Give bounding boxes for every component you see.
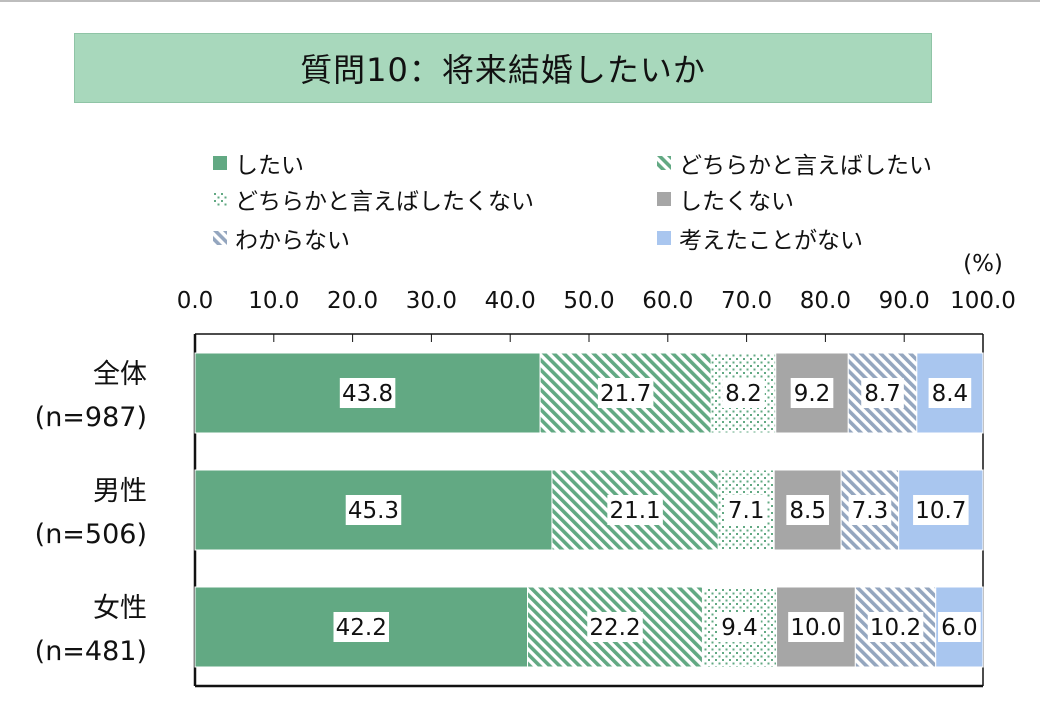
- legend-swatch: [213, 156, 227, 170]
- data-label-background: [788, 612, 844, 642]
- category-label: 男性: [93, 476, 147, 507]
- data-label: 8.2: [725, 381, 762, 407]
- x-tick-label: 90.0: [879, 288, 930, 314]
- legend-label: したくない: [679, 189, 794, 215]
- data-label: 45.3: [348, 498, 399, 524]
- x-tick-label: 10.0: [248, 288, 299, 314]
- legend-label: どちらかと言えばしたい: [679, 153, 932, 179]
- top-border-line: [0, 0, 1040, 2]
- legend-item: どちらかと言えばしたい: [657, 146, 932, 180]
- data-label-background: [724, 495, 768, 525]
- data-label: 21.7: [600, 381, 651, 407]
- legend-item: したい: [213, 146, 304, 180]
- x-tick-label: 0.0: [177, 288, 214, 314]
- chart-title: 質問10：将来結婚したいか: [300, 51, 706, 89]
- legend-swatch: [657, 231, 671, 245]
- data-label-background: [938, 612, 981, 642]
- data-label-background: [718, 612, 761, 642]
- x-tick-label: 70.0: [721, 288, 772, 314]
- data-label: 9.2: [794, 381, 831, 407]
- data-label-background: [333, 612, 390, 642]
- data-label: 21.1: [609, 498, 660, 524]
- legend-label: わからない: [235, 228, 350, 254]
- x-tick-label: 60.0: [642, 288, 693, 314]
- legend-label: 考えたことがない: [679, 228, 863, 254]
- data-label: 43.8: [342, 381, 393, 407]
- data-label: 6.0: [941, 615, 978, 641]
- data-label-background: [861, 378, 904, 408]
- legend-item: 考えたことがない: [657, 221, 863, 255]
- data-label: 9.4: [721, 615, 758, 641]
- data-label: 10.7: [915, 498, 966, 524]
- data-label: 8.5: [789, 498, 826, 524]
- x-tick-label: 20.0: [327, 288, 378, 314]
- data-label-background: [913, 495, 969, 525]
- data-label-background: [339, 378, 396, 408]
- data-label: 8.7: [864, 381, 901, 407]
- data-label-background: [848, 495, 892, 525]
- x-tick-label: 40.0: [485, 288, 536, 314]
- data-label-background: [790, 378, 834, 408]
- chart-title-banner: 質問10：将来結婚したいか: [74, 33, 932, 103]
- category-sample-size: (n=481): [35, 636, 147, 667]
- legend-swatch: [657, 192, 671, 206]
- legend-swatch: [657, 156, 671, 170]
- data-label: 7.1: [728, 498, 765, 524]
- data-label: 10.0: [790, 615, 841, 641]
- legend-swatch: [213, 192, 227, 206]
- data-label-background: [587, 612, 643, 642]
- data-label: 10.2: [870, 615, 921, 641]
- data-label: 8.4: [932, 381, 969, 407]
- category-label: 全体: [93, 359, 147, 390]
- category-label: 女性: [93, 593, 147, 624]
- data-label: 42.2: [336, 615, 387, 641]
- x-tick-label: 80.0: [800, 288, 851, 314]
- data-label-background: [786, 495, 829, 525]
- legend-label: どちらかと言えばしたくない: [235, 189, 534, 215]
- unit-label: (%): [963, 251, 1003, 277]
- data-label-background: [345, 495, 402, 525]
- legend-item: わからない: [213, 221, 350, 255]
- legend-swatch: [213, 231, 227, 245]
- data-label-background: [722, 378, 765, 408]
- x-tick-label: 50.0: [563, 288, 614, 314]
- legend-item: したくない: [657, 182, 794, 216]
- data-label-background: [867, 612, 924, 642]
- x-tick-label: 30.0: [406, 288, 457, 314]
- category-sample-size: (n=987): [35, 402, 147, 433]
- data-label-background: [597, 378, 654, 408]
- legend-item: どちらかと言えばしたくない: [213, 182, 534, 216]
- data-label-background: [928, 378, 972, 408]
- legend-label: したい: [235, 153, 304, 179]
- x-tick-label: 100.0: [950, 288, 1016, 314]
- category-sample-size: (n=506): [35, 519, 147, 550]
- data-label-background: [607, 495, 663, 525]
- data-label: 22.2: [589, 615, 640, 641]
- data-label: 7.3: [852, 498, 889, 524]
- chart-legend: したい どちらかと言えばしたいどちらかと言えばしたくない したくないわからない 考えた…: [0, 0, 1040, 260]
